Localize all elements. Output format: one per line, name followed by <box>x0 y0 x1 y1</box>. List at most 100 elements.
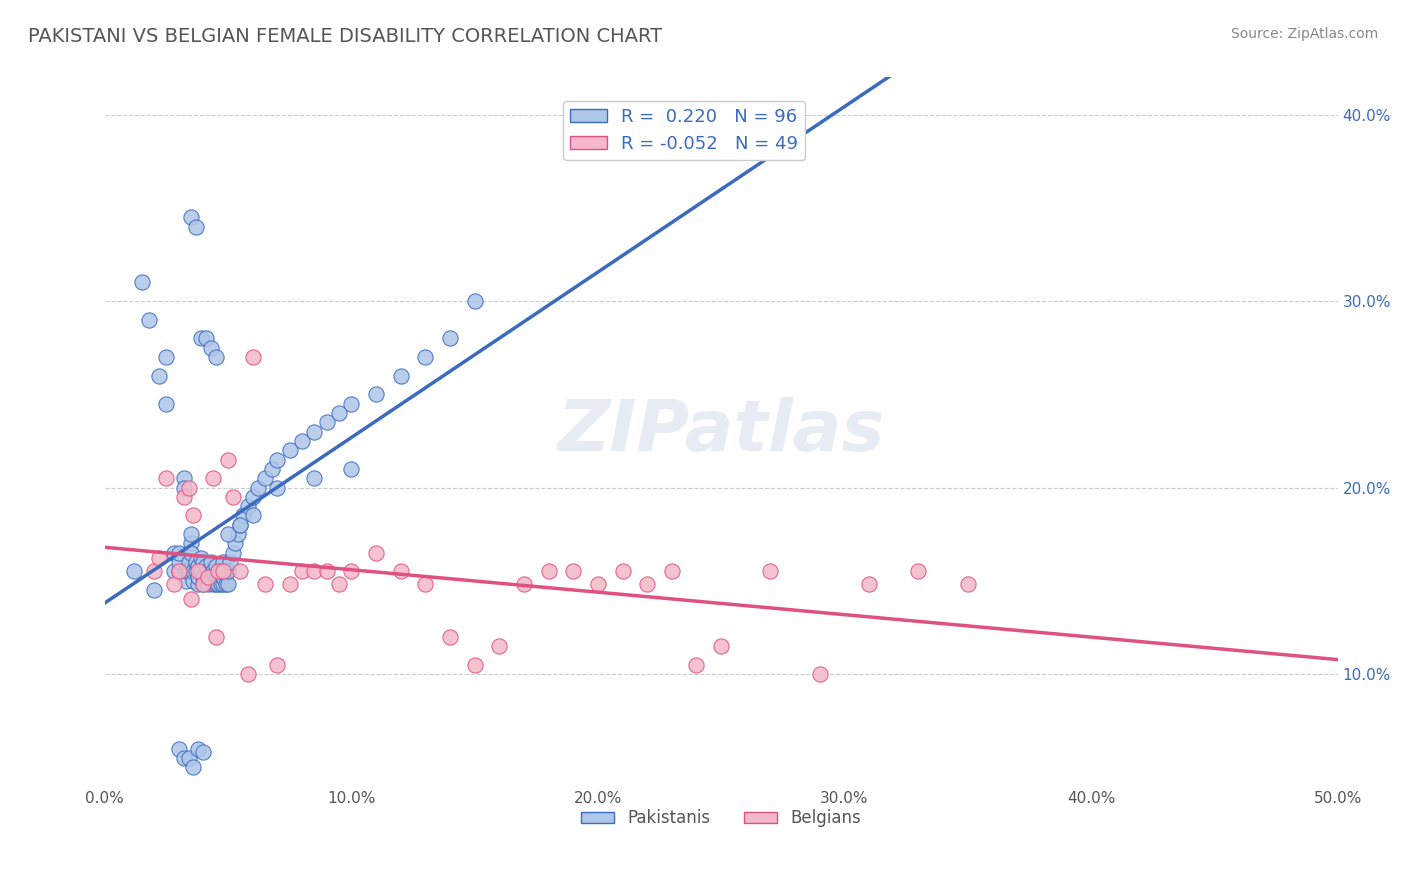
Point <box>174 574 197 588</box>
Point <box>212 555 235 569</box>
Point <box>242 490 264 504</box>
Point <box>304 425 326 439</box>
Point <box>180 211 202 225</box>
Point <box>207 565 229 579</box>
Point <box>266 452 288 467</box>
Point <box>180 527 202 541</box>
Point <box>155 471 177 485</box>
Point <box>222 490 245 504</box>
Point <box>464 294 486 309</box>
Legend: Pakistanis, Belgians: Pakistanis, Belgians <box>574 803 868 834</box>
Point <box>340 462 363 476</box>
Point <box>464 657 486 672</box>
Point <box>183 565 205 579</box>
Point <box>229 517 252 532</box>
Point <box>167 546 190 560</box>
Point <box>858 577 880 591</box>
Point <box>266 657 288 672</box>
Point <box>246 481 269 495</box>
Point <box>184 219 207 234</box>
Point <box>262 462 284 476</box>
Text: ZIPatlas: ZIPatlas <box>557 397 884 467</box>
Point <box>177 565 200 579</box>
Point <box>389 565 412 579</box>
Point <box>242 350 264 364</box>
Point <box>194 558 217 573</box>
Point <box>183 508 205 523</box>
Point <box>143 565 166 579</box>
Point <box>183 760 205 774</box>
Point <box>148 368 170 383</box>
Point <box>190 331 212 345</box>
Point <box>226 527 249 541</box>
Point <box>214 577 236 591</box>
Point <box>187 558 209 573</box>
Point <box>661 565 683 579</box>
Point <box>197 565 219 579</box>
Point <box>193 555 215 569</box>
Point <box>163 577 186 591</box>
Point <box>193 577 215 591</box>
Point <box>202 565 225 579</box>
Point <box>562 565 585 579</box>
Point <box>364 546 387 560</box>
Point <box>193 577 215 591</box>
Point <box>488 639 510 653</box>
Point <box>177 555 200 569</box>
Point <box>439 331 461 345</box>
Point <box>328 577 350 591</box>
Point <box>212 565 235 579</box>
Point <box>184 565 207 579</box>
Point <box>202 471 225 485</box>
Point <box>207 577 229 591</box>
Point <box>143 583 166 598</box>
Point <box>710 639 733 653</box>
Point <box>167 565 190 579</box>
Point <box>212 570 235 584</box>
Point <box>685 657 707 672</box>
Point <box>204 570 226 584</box>
Point <box>202 577 225 591</box>
Point <box>278 577 301 591</box>
Point <box>190 551 212 566</box>
Point <box>177 481 200 495</box>
Point <box>236 667 259 681</box>
Point <box>253 577 276 591</box>
Point <box>204 558 226 573</box>
Point <box>364 387 387 401</box>
Point <box>217 565 239 579</box>
Point <box>586 577 609 591</box>
Point <box>340 397 363 411</box>
Point <box>180 592 202 607</box>
Point <box>204 630 226 644</box>
Point <box>163 546 186 560</box>
Point <box>187 577 209 591</box>
Point <box>194 331 217 345</box>
Point <box>328 406 350 420</box>
Point <box>193 570 215 584</box>
Point <box>439 630 461 644</box>
Point <box>340 565 363 579</box>
Point <box>197 570 219 584</box>
Point <box>200 555 222 569</box>
Point <box>808 667 831 681</box>
Point <box>131 276 153 290</box>
Point <box>291 565 314 579</box>
Point <box>163 565 186 579</box>
Point <box>304 471 326 485</box>
Point <box>413 577 436 591</box>
Point <box>173 751 195 765</box>
Point <box>167 555 190 569</box>
Text: PAKISTANI VS BELGIAN FEMALE DISABILITY CORRELATION CHART: PAKISTANI VS BELGIAN FEMALE DISABILITY C… <box>28 27 662 45</box>
Point <box>200 570 222 584</box>
Point <box>187 741 209 756</box>
Point <box>315 415 337 429</box>
Point <box>187 570 209 584</box>
Point <box>537 565 560 579</box>
Point <box>180 546 202 560</box>
Point <box>217 452 239 467</box>
Point <box>207 565 229 579</box>
Point <box>148 551 170 566</box>
Point <box>229 565 252 579</box>
Point <box>304 565 326 579</box>
